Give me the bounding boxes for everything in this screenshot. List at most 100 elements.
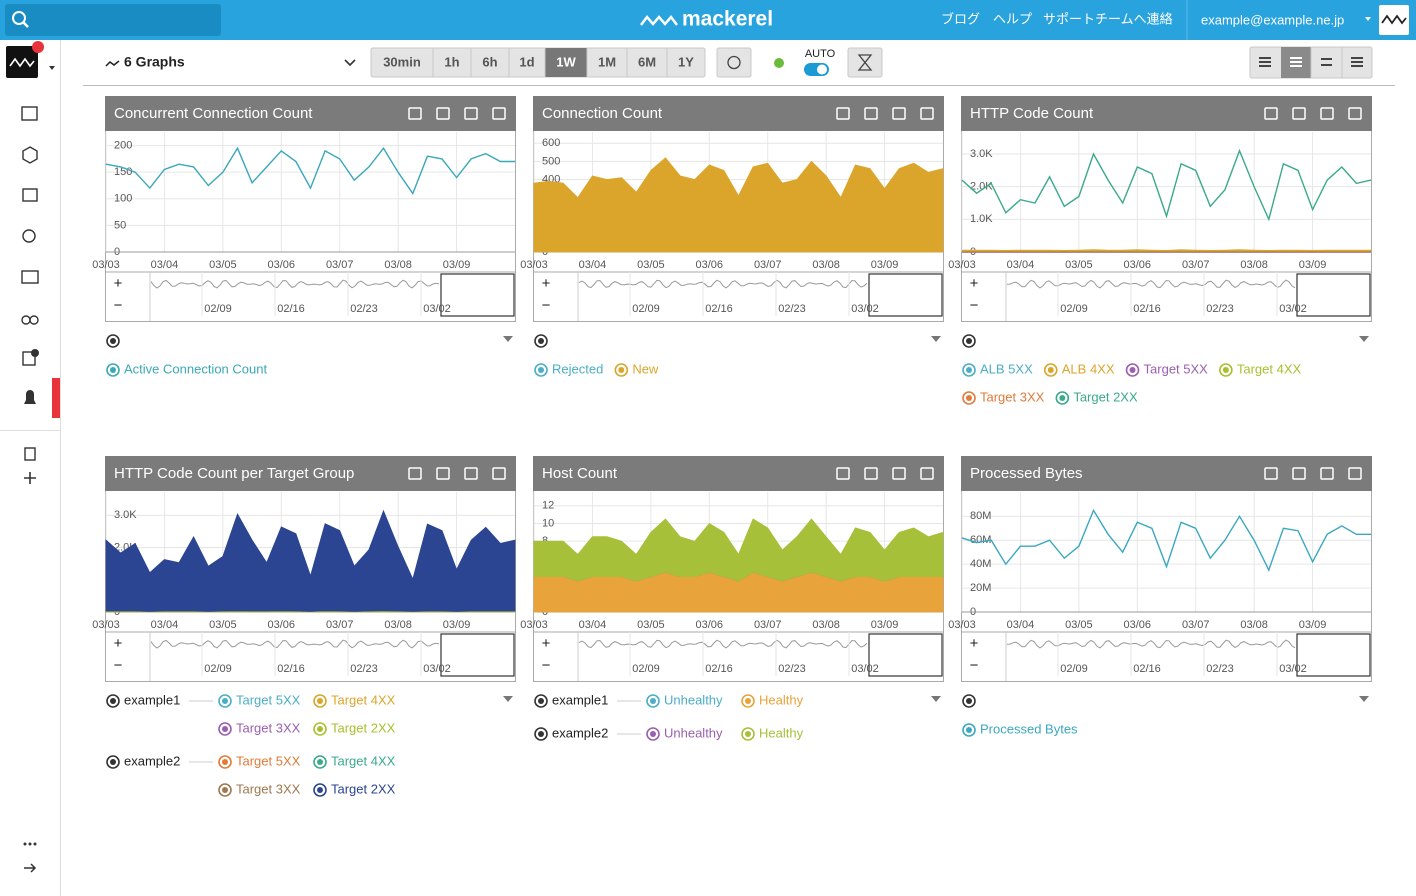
overview-window[interactable] [440, 633, 515, 677]
legend-toggle-all[interactable] [1359, 336, 1369, 342]
nav-icon[interactable] [22, 146, 38, 164]
legend-label[interactable]: Target 3XX [236, 720, 301, 735]
panel-action[interactable] [864, 467, 878, 480]
panel-action[interactable] [492, 467, 506, 480]
panel-action[interactable] [408, 107, 422, 120]
legend-label[interactable]: Active Connection Count [124, 361, 267, 376]
panel-action[interactable] [436, 467, 450, 480]
panel-action[interactable] [864, 107, 878, 120]
add-icon[interactable] [24, 472, 36, 484]
nav-link[interactable]: ヘルプ [993, 11, 1032, 26]
panel-action[interactable] [892, 107, 906, 120]
host-label[interactable]: example2 [124, 753, 180, 768]
panel-action[interactable] [492, 107, 506, 120]
legend-label[interactable]: Target 5XX [1144, 361, 1209, 376]
legend-label[interactable]: Rejected [552, 361, 603, 376]
legend-label[interactable]: ALB 4XX [1062, 361, 1115, 376]
nav-icon[interactable] [21, 315, 31, 325]
panel-title[interactable]: Processed Bytes [970, 465, 1083, 482]
legend-label[interactable]: Target 3XX [980, 389, 1045, 404]
panel-action[interactable] [1320, 467, 1334, 480]
zoom-in[interactable]: + [114, 635, 123, 652]
dashboard-title[interactable]: 6 Graphs [124, 54, 185, 70]
search-box[interactable] [5, 4, 221, 36]
legend-toggle-all[interactable] [931, 696, 941, 702]
legend-label[interactable]: Healthy [759, 725, 804, 740]
zoom-in[interactable]: + [542, 275, 551, 292]
panel-action[interactable] [892, 467, 906, 480]
zoom-in[interactable]: + [970, 635, 979, 652]
panel-title[interactable]: HTTP Code Count [970, 105, 1094, 122]
legend-label[interactable]: Target 2XX [331, 781, 396, 796]
legend-label[interactable]: Healthy [759, 692, 804, 707]
zoom-out[interactable]: − [542, 657, 551, 674]
zoom-in[interactable]: + [970, 275, 979, 292]
legend-label[interactable]: Target 4XX [1237, 361, 1302, 376]
panel-title[interactable]: Host Count [542, 465, 618, 482]
panel-title[interactable]: Concurrent Connection Count [114, 105, 313, 122]
nav-icon[interactable] [24, 447, 36, 461]
legend-label[interactable]: Unhealthy [664, 725, 723, 740]
legend-label[interactable]: Unhealthy [664, 692, 723, 707]
panel-action[interactable] [836, 107, 850, 120]
zoom-out[interactable]: − [970, 657, 979, 674]
legend-label[interactable]: Target 5XX [236, 753, 301, 768]
nav-link[interactable]: サポートチームへ連絡 [1043, 11, 1173, 26]
overview-window[interactable] [1296, 273, 1371, 317]
legend-label[interactable]: Processed Bytes [980, 721, 1078, 736]
zoom-out[interactable]: − [114, 297, 123, 314]
nav-icon[interactable] [21, 106, 38, 121]
legend-toggle-all[interactable] [931, 336, 941, 342]
logo[interactable]: mackerel [682, 8, 773, 31]
host-label[interactable]: example1 [552, 692, 608, 707]
zoom-out[interactable]: − [542, 297, 551, 314]
legend-label[interactable]: Target 4XX [331, 753, 396, 768]
host-label[interactable]: example2 [552, 725, 608, 740]
legend-toggle-all[interactable] [503, 696, 513, 702]
zoom-out[interactable]: − [970, 297, 979, 314]
panel-action[interactable] [1320, 107, 1334, 120]
legend-toggle-all[interactable] [1359, 696, 1369, 702]
nav-icon[interactable] [21, 270, 39, 284]
legend-toggle-all[interactable] [503, 336, 513, 342]
panel-action[interactable] [464, 467, 478, 480]
panel-action[interactable] [920, 467, 934, 480]
panel-action[interactable] [920, 107, 934, 120]
panel-action[interactable] [1292, 467, 1306, 480]
expand-icon[interactable] [24, 863, 37, 873]
panel-action[interactable] [1292, 107, 1306, 120]
legend-label[interactable]: New [632, 361, 659, 376]
more-icon[interactable] [23, 842, 27, 846]
zoom-in[interactable]: + [114, 275, 123, 292]
panel-action[interactable] [436, 107, 450, 120]
legend-label[interactable]: Target 2XX [331, 720, 396, 735]
panel-action[interactable] [1264, 467, 1278, 480]
panel-action[interactable] [836, 467, 850, 480]
panel-action[interactable] [408, 467, 422, 480]
host-label[interactable]: example1 [124, 692, 180, 707]
dropdown-chevron[interactable] [344, 59, 356, 67]
nav-icon[interactable] [22, 229, 36, 243]
zoom-in[interactable]: + [542, 635, 551, 652]
overview-window[interactable] [868, 633, 943, 677]
legend-label[interactable]: Target 4XX [331, 692, 396, 707]
nav-icon[interactable] [22, 188, 38, 202]
zoom-out[interactable]: − [114, 657, 123, 674]
user-menu[interactable]: example@example.ne.jp [1201, 12, 1344, 27]
overview-window[interactable] [440, 273, 515, 317]
legend-label[interactable]: Target 5XX [236, 692, 301, 707]
time-picker-button[interactable] [716, 47, 752, 78]
range-button-active[interactable] [545, 48, 587, 77]
panel-action[interactable] [1348, 107, 1362, 120]
legend-label[interactable]: Target 3XX [236, 781, 301, 796]
legend-label[interactable]: Target 2XX [1073, 389, 1138, 404]
panel-action[interactable] [464, 107, 478, 120]
panel-action[interactable] [1264, 107, 1278, 120]
nav-icon[interactable] [22, 351, 36, 366]
panel-title[interactable]: Connection Count [542, 105, 663, 122]
panel-title[interactable]: HTTP Code Count per Target Group [114, 465, 354, 482]
panel-action[interactable] [1348, 467, 1362, 480]
nav-link[interactable]: ブログ [941, 11, 980, 26]
legend-label[interactable]: ALB 5XX [980, 361, 1033, 376]
overview-window[interactable] [868, 273, 943, 317]
